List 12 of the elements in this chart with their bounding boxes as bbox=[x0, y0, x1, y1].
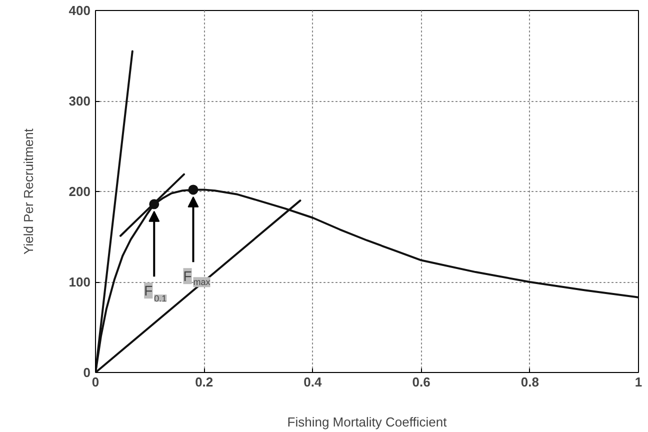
y-tick-label: 100 bbox=[68, 274, 91, 290]
x-tick-label: 1 bbox=[634, 374, 642, 390]
x-tick-label: 0.6 bbox=[412, 374, 430, 390]
y-tick-label: 200 bbox=[68, 184, 91, 199]
x-tick-label: 0.4 bbox=[304, 374, 323, 390]
y-tick-label: 300 bbox=[68, 94, 91, 108]
x-tick-label: 0.2 bbox=[195, 374, 214, 390]
y-tick-label: 400 bbox=[68, 3, 91, 18]
x-tick-label: 0.8 bbox=[520, 374, 539, 390]
y-tick-label: 0 bbox=[83, 365, 91, 380]
y-axis-title: Yield Per Recruitment bbox=[20, 128, 36, 254]
x-axis-title: Fishing Mortality Coefficient bbox=[287, 414, 448, 430]
